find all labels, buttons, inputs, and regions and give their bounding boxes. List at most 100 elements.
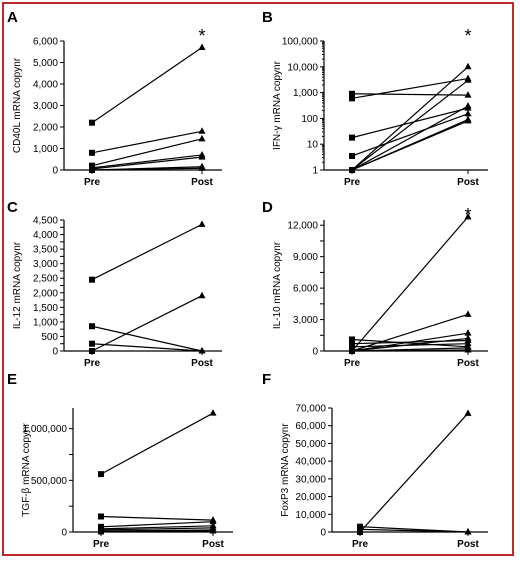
panel-b-y-tick-label: 100,000	[282, 37, 319, 48]
panel-a-post-marker	[198, 134, 206, 142]
panel-f-series-line	[359, 412, 469, 533]
panel-c-y-tick-label: 4,000	[33, 230, 58, 241]
panel-c-series-line	[91, 343, 203, 352]
panel-f-y-tick-label: 20,000	[295, 492, 326, 503]
panel-a-y-tick-label: 1,000	[33, 144, 58, 155]
panel-c-y-tick-label: 4,500	[33, 216, 58, 227]
panel-e-series-line	[100, 529, 214, 532]
panel-d-post-marker	[464, 339, 472, 347]
panel-b-y-tick-label: 1	[312, 166, 318, 177]
panel-a-pre-marker	[89, 167, 95, 173]
panel-e-x-tick-label-pre: Pre	[93, 539, 110, 550]
panel-e-post-marker	[209, 526, 217, 534]
panel-a-significance-marker: *	[198, 26, 205, 46]
panel-d-pre-marker	[349, 336, 355, 343]
panel-c-post-marker	[198, 220, 206, 227]
panel-c-series-line	[91, 295, 203, 352]
panel-b-x-tick-label-pre: Pre	[344, 177, 361, 188]
panel-c-y-tick-label: 2,000	[33, 288, 58, 299]
panel-a-pre-marker	[89, 119, 95, 126]
panel-a-post-marker	[198, 127, 206, 134]
panel-a-series-line	[91, 138, 203, 167]
panel-d-post-marker	[464, 329, 472, 336]
panel-a-y-tick-label: 0	[52, 166, 58, 177]
panel-f-y-tick-label: 40,000	[295, 457, 326, 468]
panel-d-y-tick-label: 12,000	[287, 221, 318, 232]
panel-e-series-line	[100, 527, 214, 531]
panel-f-y-tick-label: 60,000	[295, 421, 326, 432]
panel-e-y-tick-label: 500,000	[31, 476, 68, 487]
panel-d-y-tick-label: 6,000	[293, 284, 318, 295]
panel-b-x-tick-label-post: Post	[457, 177, 479, 188]
panel-a-y-tick-label: 2,000	[33, 123, 58, 134]
panel-b-post-marker	[464, 102, 472, 109]
panel-a-y-axis-label: CD40L mRNA copynr	[12, 57, 23, 153]
panel-e-series-line	[100, 515, 214, 521]
panel-d-series-line	[351, 349, 469, 352]
panel-c-pre-marker	[89, 340, 95, 347]
panel-b-post-marker	[464, 62, 472, 70]
panel-c-letter: C	[7, 199, 18, 216]
panel-d-post-marker	[464, 310, 472, 317]
panel-f-pre-marker	[357, 529, 363, 535]
panel-d-y-tick-label: 0	[312, 347, 318, 358]
panel-c-y-axis-label: IL-12 mRNA copynr	[12, 241, 23, 329]
panel-b-series-line	[351, 107, 469, 139]
panel-c-y-tick-label: 3,500	[33, 245, 58, 256]
panel-e-y-tick-label: 1,000,000	[23, 424, 68, 435]
panel-b-y-axis-label: IFN-γ mRNA copynr	[272, 60, 283, 150]
panel-c-y-tick-label: 500	[41, 332, 58, 343]
panel-a-x-tick-label-pre: Pre	[84, 177, 101, 188]
panel-d-pre-marker	[349, 340, 355, 347]
panel-f-y-tick-label: 50,000	[295, 439, 326, 450]
panel-a-y-tick-label: 6,000	[33, 37, 58, 48]
panel-f-post-marker	[464, 528, 472, 535]
panel-c-y-tick-label: 2,500	[33, 274, 58, 285]
panel-a-y-tick-label: 5,000	[33, 58, 58, 69]
panel-b-post-marker	[464, 116, 472, 124]
panel-e-series-line	[100, 412, 214, 475]
panel-e-pre-marker	[98, 513, 104, 520]
panel-c-post-marker	[198, 291, 206, 299]
panel-a-series-line	[91, 46, 203, 124]
panel-a-series-line	[91, 130, 203, 154]
panel-e-post-marker	[209, 517, 217, 525]
panel-a-y-tick-label: 4,000	[33, 80, 58, 91]
panel-a-post-marker	[198, 43, 206, 50]
panel-d-x-tick-label-pre: Pre	[344, 358, 361, 369]
panel-b-pre-marker	[349, 90, 355, 97]
panel-e-letter: E	[7, 371, 17, 388]
panel-b-y-tick-label: 100	[301, 114, 318, 125]
panel-c-y-tick-label: 3,000	[33, 259, 58, 270]
panel-b-letter: B	[262, 9, 273, 26]
panel-e-y-axis-label: TGF-β mRNA copynr	[21, 423, 32, 517]
panel-b-series-line	[351, 66, 469, 171]
panel-b-series-line	[351, 120, 469, 171]
panel-b-post-marker	[464, 109, 472, 117]
panel-b-series-line	[351, 79, 469, 171]
panel-e-post-marker	[209, 409, 217, 416]
panel-d-post-marker	[464, 212, 472, 220]
panel-c-y-tick-label: 0	[52, 347, 58, 358]
panel-b-series-line	[351, 113, 469, 157]
panel-b-pre-marker	[349, 152, 355, 159]
panel-a-post-marker	[198, 164, 206, 171]
panel-a-x-tick-label-post: Post	[191, 177, 213, 188]
panel-f-x-tick-label-pre: Pre	[352, 539, 369, 550]
panel-d-post-marker	[464, 334, 472, 341]
panel-c-post-marker	[198, 347, 206, 354]
panel-c-y-tick-label: 1,000	[33, 317, 58, 328]
panel-b-pre-marker	[349, 167, 355, 173]
panel-d-series-line	[351, 216, 469, 352]
panel-d-x-tick-label-post: Post	[457, 358, 479, 369]
panel-e-series-line	[100, 521, 214, 528]
panel-e-pre-marker	[98, 528, 104, 535]
panel-d-pre-marker	[349, 343, 355, 350]
panel-d-pre-marker	[349, 348, 355, 354]
panel-f-series-line	[359, 528, 469, 533]
panel-f-y-tick-label: 70,000	[295, 404, 326, 415]
panel-c-x-tick-label-post: Post	[191, 358, 213, 369]
panel-f-y-axis-label: FoxP3 mRNA copynr	[280, 423, 291, 517]
panel-c-series-line	[91, 325, 203, 352]
panel-a-series-line	[91, 167, 203, 171]
